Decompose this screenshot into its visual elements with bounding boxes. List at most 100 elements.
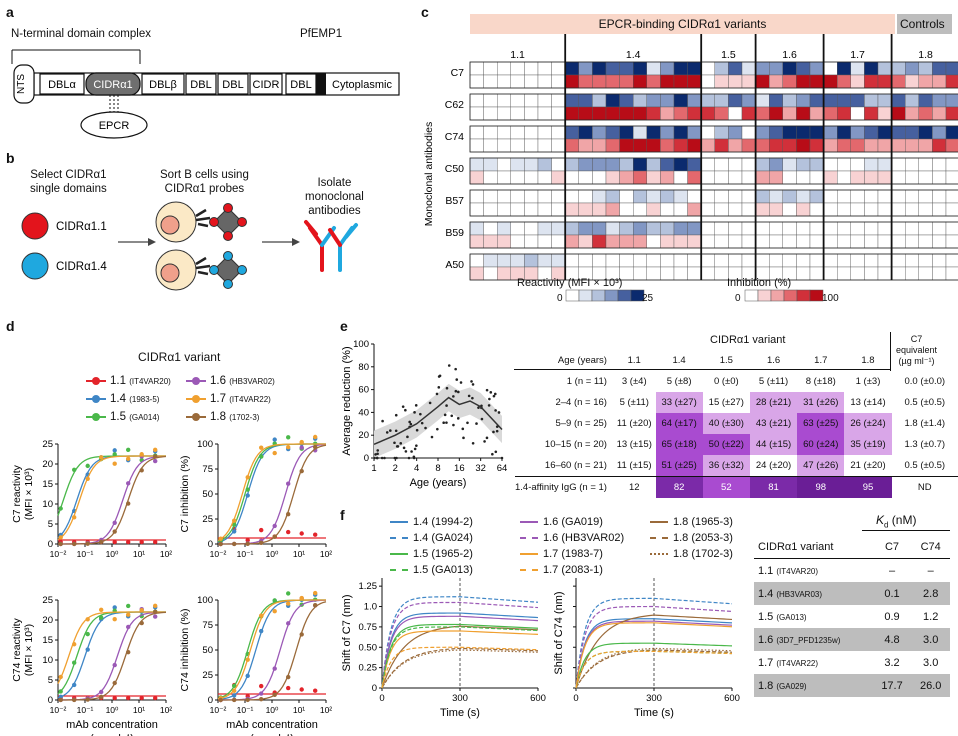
data-point — [454, 389, 458, 393]
heatmap-cell — [850, 253, 865, 268]
receptor-label: EPCR — [99, 120, 130, 132]
heatmap-cell — [850, 106, 865, 121]
data-point — [245, 541, 250, 547]
kinetics-curve — [575, 647, 733, 689]
heatmap-cell — [741, 106, 756, 121]
heatmap-cell — [905, 189, 920, 204]
heatmap-cell — [782, 157, 797, 172]
heatmap-cell — [945, 138, 958, 153]
heatmap-cell — [769, 221, 784, 236]
data-point — [99, 607, 104, 613]
data-point — [272, 609, 277, 614]
data-point — [218, 536, 223, 541]
heatmap-cell — [496, 74, 511, 89]
data-point — [488, 397, 491, 401]
heatmap-cell — [605, 157, 620, 172]
heatmap-cell — [660, 189, 675, 204]
heatmap-cell — [510, 61, 525, 76]
heatmap-cell — [905, 61, 920, 76]
kinetics-curve — [575, 614, 733, 689]
data-point — [112, 662, 117, 668]
heatmap-cell — [469, 170, 484, 185]
data-point — [477, 406, 480, 409]
heatmap-cell — [741, 93, 756, 108]
heatmap-cell — [918, 125, 933, 140]
heatmap-cell — [551, 157, 566, 172]
data-point — [112, 605, 117, 610]
heatmap-cell — [496, 138, 511, 153]
xtick: 300 — [646, 693, 662, 704]
heatmap-cell — [782, 74, 797, 89]
data-point — [494, 450, 498, 454]
heatmap-cell — [496, 202, 511, 217]
heatmap-cell — [660, 221, 675, 236]
ytick: 20 — [42, 459, 53, 470]
heatmap-cell — [551, 189, 566, 204]
data-point — [491, 452, 494, 456]
domain-label-5: DBL — [222, 79, 243, 91]
heatmap-cell — [877, 93, 892, 108]
step2-text: Sort B cells using CIDRα1 probes — [160, 169, 249, 195]
heatmap-cell — [945, 74, 958, 89]
legend-entry-1.5: 1.5 (GA014) — [86, 411, 159, 423]
data-point — [58, 506, 63, 511]
heatmap-cell — [864, 170, 879, 185]
heatmap-cell — [619, 221, 634, 236]
heatmap-cell — [537, 253, 552, 268]
igg-row: 1.4-affinity IgG (n = 1) 12 82 52 81 98 95 ND — [515, 476, 958, 498]
heatmap-cell — [592, 234, 607, 249]
heatmap-cell — [918, 253, 933, 268]
reduction-cell: 40 (±30) — [702, 413, 750, 434]
group-label: 1.7 — [850, 49, 865, 61]
kinetics-legend-entry: 1.7 (1983-7) — [520, 548, 603, 560]
data-point — [412, 455, 416, 459]
heatmap-cell — [551, 61, 566, 76]
heatmap-cell — [877, 157, 892, 172]
heatmap-cell — [701, 253, 716, 268]
group-label: 1.1 — [510, 49, 525, 61]
heatmap-cell — [592, 170, 607, 185]
heatmap-cell — [782, 138, 797, 153]
variant1-label: CIDRα1.1 — [56, 221, 107, 233]
c7-equiv-cell: 0.5 (±0.5) — [904, 397, 946, 408]
data-point — [445, 404, 448, 407]
data-point — [494, 409, 497, 412]
data-point — [85, 617, 90, 622]
data-point — [259, 628, 264, 634]
heatmap-cell — [551, 138, 566, 153]
c7-equiv-cell: 1.8 (±1.4) — [904, 418, 946, 429]
kinetics-curve — [381, 601, 539, 689]
data-point — [428, 401, 432, 405]
heatmap-cell — [619, 74, 634, 89]
data-point — [414, 404, 418, 407]
panel-label-a: a — [6, 4, 14, 20]
heatmap-cell — [483, 125, 498, 140]
data-point — [466, 421, 469, 425]
xtick: 600 — [724, 693, 740, 704]
kinetics-curve — [575, 650, 733, 689]
header-bar — [470, 14, 895, 34]
heatmap-cell — [483, 138, 498, 153]
ytick: 100 — [353, 339, 369, 350]
heatmap-cell — [578, 221, 593, 236]
data-point — [415, 428, 419, 432]
heatmap-cell — [823, 138, 838, 153]
data-point — [286, 512, 291, 517]
heatmap-cell — [837, 253, 852, 268]
kinetics-curve — [575, 649, 733, 689]
kd-row: 1.8 (GA029) 17.7 26.0 — [754, 674, 950, 697]
data-point — [245, 475, 250, 480]
heatmap-cell — [877, 106, 892, 121]
heatmap-cell — [877, 74, 892, 89]
heatmap-cell — [632, 234, 647, 249]
kinetics-curve — [381, 649, 539, 689]
heatmap-cell — [687, 157, 702, 172]
domain-label-6: CIDR — [253, 79, 280, 91]
epcr-receptor — [80, 111, 148, 139]
dbl-beta-domain — [141, 73, 185, 95]
heatmap-cell — [755, 253, 770, 268]
reduction-cell: 5 (±11) — [612, 392, 656, 413]
xtick: 10¹ — [133, 705, 145, 715]
data-point — [454, 367, 457, 371]
ytick: 0 — [48, 539, 53, 550]
